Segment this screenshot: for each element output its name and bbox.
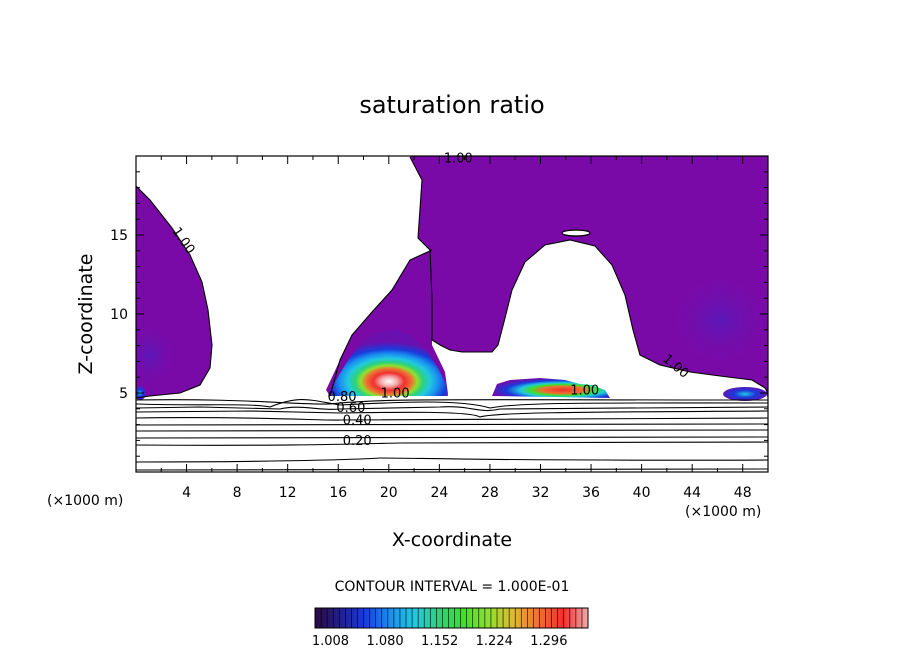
- contour-interval-label: CONTOUR INTERVAL = 1.000E-01: [335, 579, 570, 595]
- x-tick-label: 24: [430, 485, 448, 501]
- contour-labels: 1.001.001.001.00 1.000.800.600.400.20: [169, 151, 692, 449]
- y-tick-label: 5: [119, 386, 128, 402]
- x-tick-label: 28: [481, 485, 499, 501]
- x-tick-label: 20: [380, 485, 398, 501]
- colorbar-ticks: [320, 608, 583, 628]
- contour-label: 0.60: [336, 401, 365, 416]
- x-tick-label: 48: [734, 485, 752, 501]
- contour-label: 0.80: [328, 390, 357, 405]
- contour-label: 1.00: [570, 384, 599, 399]
- x-tick-label: 44: [683, 485, 701, 501]
- x-tick-label: 12: [279, 485, 297, 501]
- colorbar-label: 1.224: [476, 634, 513, 649]
- colorbar-label: 1.152: [421, 634, 458, 649]
- y-axis-title: Z-coordinate: [75, 254, 97, 375]
- contour-label: 1.00: [381, 387, 410, 402]
- x-tick-label: 40: [633, 485, 651, 501]
- chart-title: saturation ratio: [359, 91, 544, 119]
- x-tick-label: 8: [233, 485, 242, 501]
- x-tick-label: 16: [329, 485, 347, 501]
- y-axis: 5 10 15: [110, 171, 768, 457]
- secondary-supersaturated-patch: [492, 378, 610, 398]
- contour-lines: [136, 156, 768, 471]
- contour-label: 1.00: [444, 151, 473, 166]
- contour-label: 0.20: [343, 434, 372, 449]
- x-tick-label: 36: [582, 485, 600, 501]
- x-unit-label-right: (×1000 m): [685, 504, 761, 520]
- y-tick-label: 10: [110, 307, 128, 323]
- colorbar: [314, 607, 589, 629]
- x-tick-label: 4: [182, 485, 191, 501]
- x-axis: 4 8 12 16 20 24 28 32 36 40 44 48: [160, 156, 752, 501]
- saturation-maximum-core: [330, 330, 448, 396]
- colorbar-label: 1.296: [530, 634, 567, 649]
- x-tick-label: 32: [532, 485, 550, 501]
- contour-label: 0.40: [343, 414, 372, 429]
- colorbar-label: 1.080: [366, 634, 403, 649]
- colorbar-label: 1.008: [312, 634, 349, 649]
- y-tick-label: 15: [110, 228, 128, 244]
- x-unit-label-left: (×1000 m): [47, 493, 123, 509]
- colorbar-labels: 1.008 1.080 1.152 1.224 1.296: [312, 634, 568, 649]
- x-axis-title: X-coordinate: [392, 529, 512, 551]
